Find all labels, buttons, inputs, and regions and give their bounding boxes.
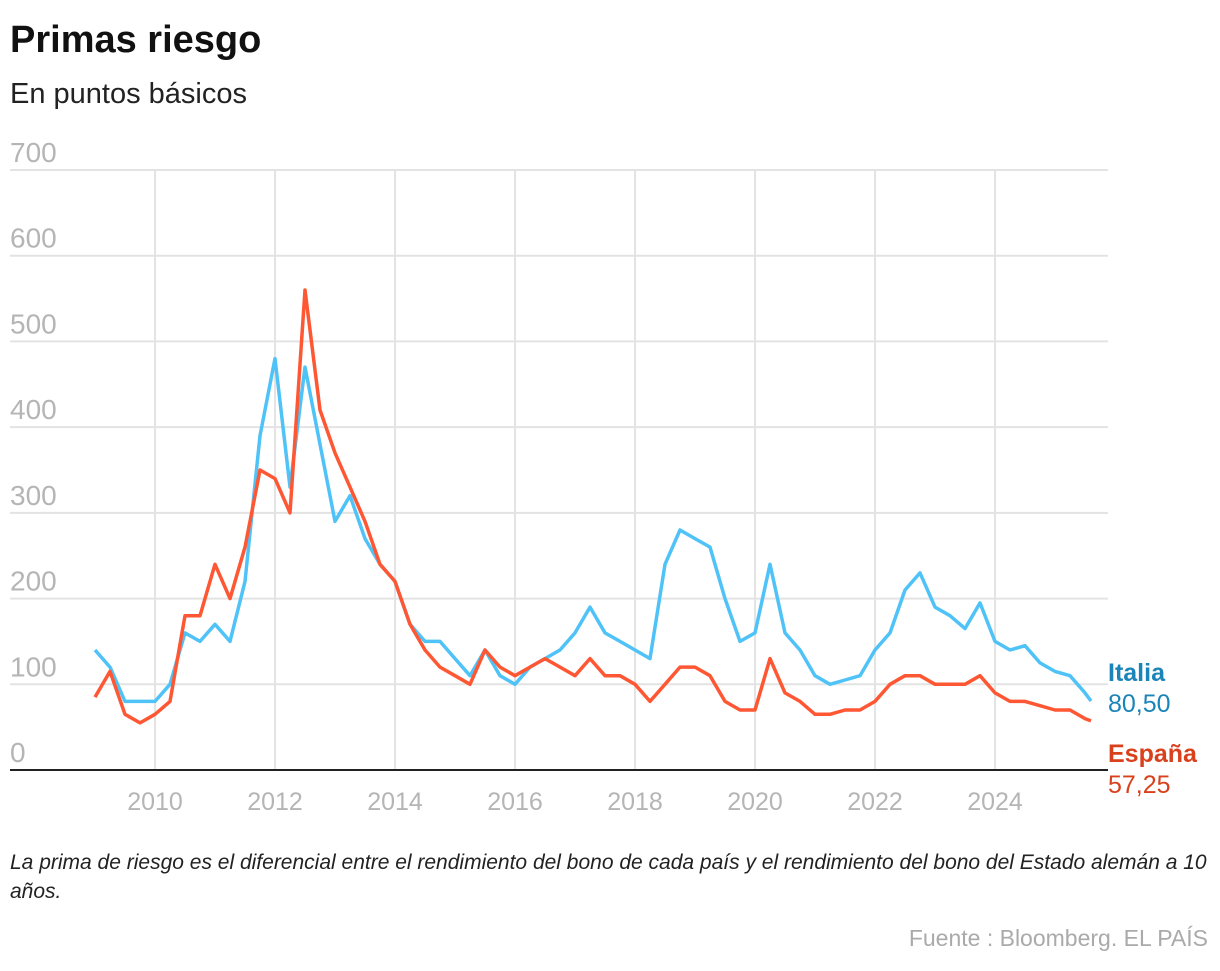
y-tick-label: 600 [10,223,57,254]
x-tick-label: 2020 [727,788,783,816]
series-line [93,288,1092,725]
x-tick-label: 2024 [967,788,1023,816]
y-tick-label: 400 [10,394,57,425]
end-value-label: 57,25 [1108,771,1171,799]
note-box: La prima de riesgo es el diferencial ent… [10,851,1207,903]
x-tick-label: 2018 [607,788,663,816]
x-tick-label: 2014 [367,788,423,816]
legend-label: España [1108,740,1198,768]
y-tick-label: 700 [10,137,57,168]
y-tick-label: 0 [10,737,26,768]
y-tick-label: 100 [10,651,57,682]
chart-subtitle: En puntos básicos [10,78,247,110]
chart-note: La prima de riesgo es el diferencial ent… [10,851,1207,903]
x-tick-label: 2010 [127,788,183,816]
y-tick-label: 500 [10,308,57,339]
series-line [93,356,1093,704]
chart-source: Fuente : Bloomberg. EL PAÍS [909,925,1208,951]
end-value-label: 80,50 [1108,690,1171,718]
legend-label: Italia [1108,659,1166,687]
y-tick-label: 300 [10,480,57,511]
x-tick-label: 2012 [247,788,303,816]
x-tick-label: 2022 [847,788,903,816]
chart-title: Primas riesgo [10,19,261,61]
x-tick-label: 2016 [487,788,543,816]
y-tick-label: 200 [10,566,57,597]
